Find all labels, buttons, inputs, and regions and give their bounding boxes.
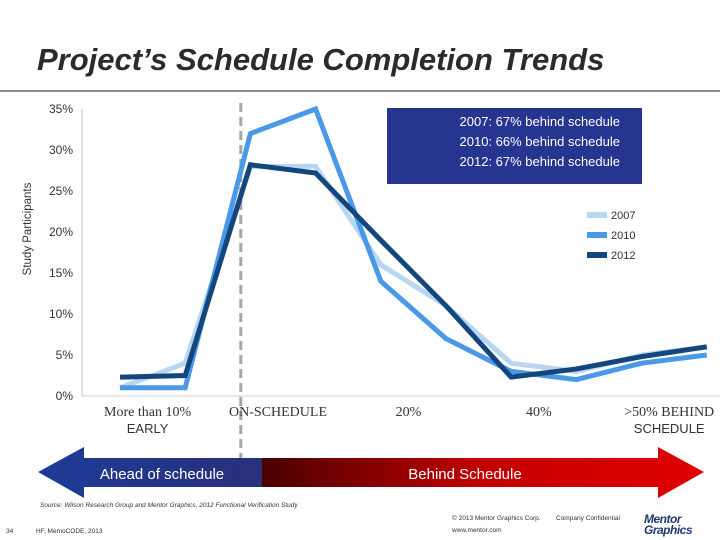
y-tick-label: 5% xyxy=(56,348,74,362)
page-number: 34 xyxy=(6,528,14,535)
chart-series xyxy=(119,105,708,391)
y-tick-label: 0% xyxy=(56,389,74,403)
behind-arrow-label: Behind Schedule xyxy=(408,466,521,483)
legend-label-2007: 2007 xyxy=(611,210,635,222)
source-note: Source: Wilson Research Group and Mentor… xyxy=(40,502,298,509)
footer-label: HF, MemoCODE, 2013 xyxy=(36,528,103,535)
series-line-2012 xyxy=(119,162,708,380)
x-category-label: More than 10% xyxy=(104,405,191,420)
legend-label-2010: 2010 xyxy=(611,230,635,242)
chart-axes: 0% 5% 10% 15% 20% 25% 30% 35% Study Participants… xyxy=(22,102,720,460)
series-line-2007 xyxy=(119,163,708,391)
schedule-arrows: Ahead of schedule Behind Schedule xyxy=(38,447,704,498)
ahead-arrow-label: Ahead of schedule xyxy=(100,466,224,483)
logo-line-2: Graphics xyxy=(644,523,693,537)
logo-line-1: Mentor xyxy=(644,512,682,526)
y-tick-label: 20% xyxy=(49,225,73,239)
title-divider xyxy=(0,90,720,92)
legend-label-2012: 2012 xyxy=(611,250,635,262)
note-line: 2007: 67% behind schedule xyxy=(460,114,620,129)
series-line-2010 xyxy=(120,105,708,391)
slide-title: Project’s Schedule Completion Trends xyxy=(37,42,605,77)
note-box xyxy=(387,108,642,184)
mentor-graphics-logo: Mentor Graphics xyxy=(644,512,710,537)
behind-schedule-note: 2007: 67% behind schedule 2010: 66% behin… xyxy=(387,108,642,184)
legend-swatch-2007 xyxy=(587,212,607,218)
confidential-text: Company Confidential xyxy=(556,515,620,522)
note-line: 2012: 67% behind schedule xyxy=(460,154,620,169)
y-tick-label: 15% xyxy=(49,266,73,280)
behind-arrow xyxy=(262,447,704,498)
x-category-label: >50% BEHIND xyxy=(624,405,714,420)
y-tick-label: 10% xyxy=(49,307,73,321)
x-category-label: ON-SCHEDULE xyxy=(229,405,327,420)
y-tick-label: 35% xyxy=(49,102,73,116)
y-tick-label: 25% xyxy=(49,184,73,198)
x-category-label: 40% xyxy=(526,405,552,420)
y-axis-label: Study Participants xyxy=(22,182,34,275)
x-category-label: 20% xyxy=(396,405,422,420)
legend-swatch-2010 xyxy=(587,232,607,238)
y-tick-label: 30% xyxy=(49,143,73,157)
note-line: 2010: 66% behind schedule xyxy=(460,134,620,149)
x-category-label: EARLY xyxy=(127,421,169,436)
copyright-text: © 2013 Mentor Graphics Corp. xyxy=(452,515,541,522)
chart-legend: 2007 2010 2012 xyxy=(587,210,635,262)
legend-swatch-2012 xyxy=(587,252,607,258)
ahead-arrow xyxy=(38,447,262,498)
x-category-label: SCHEDULE xyxy=(634,421,705,436)
website-text: www.mentor.com xyxy=(452,527,502,534)
